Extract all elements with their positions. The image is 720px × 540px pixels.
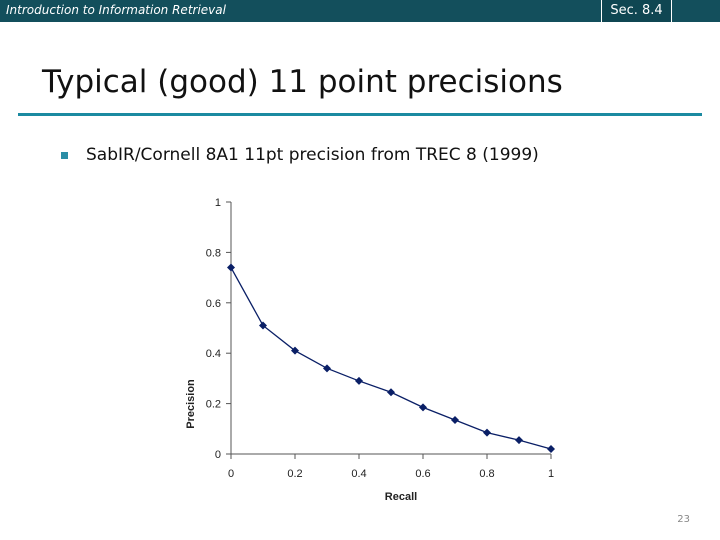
header-bar: Introduction to Information Retrieval Se… [0,0,720,22]
data-point [547,444,555,453]
y-tick-label: 1 [215,197,221,209]
x-tick-label: 0.8 [479,468,494,480]
x-tick-label: 0.6 [415,468,430,480]
chart-axes: 0 0.2 0.4 0.6 0.8 1 0 0.2 0.4 0.6 0.8 1 Recall Precis… [185,197,554,503]
bullet-square-icon [61,152,68,159]
chart-plot-area [227,263,555,453]
data-point [323,364,331,373]
y-tick-label: 0.8 [206,247,221,259]
bullet-text: SabIR/Cornell 8A1 11pt precision from TR… [86,145,539,165]
y-tick-label: 0.6 [206,298,221,310]
y-tick-label: 0.2 [206,399,221,411]
x-tick-label: 0.4 [351,468,366,480]
data-point [483,428,491,437]
y-tick-label: 0 [215,449,221,461]
data-point [355,376,363,385]
data-point [451,415,459,424]
x-tick-label: 0 [228,468,234,480]
x-axis-title: Recall [385,491,417,503]
data-point [419,403,427,412]
data-point [387,388,395,397]
x-tick-label: 0.2 [287,468,302,480]
course-title: Introduction to Information Retrieval [6,3,226,17]
data-point [515,436,523,445]
section-tab: Sec. 8.4 [601,0,672,22]
series-line [230,267,552,450]
y-tick-label: 0.4 [206,348,221,360]
title-underline [18,113,702,116]
data-point [227,263,235,272]
page-number: 23 [677,514,690,525]
data-point [259,321,267,330]
x-tick-label: 1 [548,468,554,480]
y-axis-title: Precision [185,379,197,429]
section-label: Sec. 8.4 [610,3,663,18]
slide-title: Typical (good) 11 point precisions [42,64,563,100]
data-point [291,346,299,355]
